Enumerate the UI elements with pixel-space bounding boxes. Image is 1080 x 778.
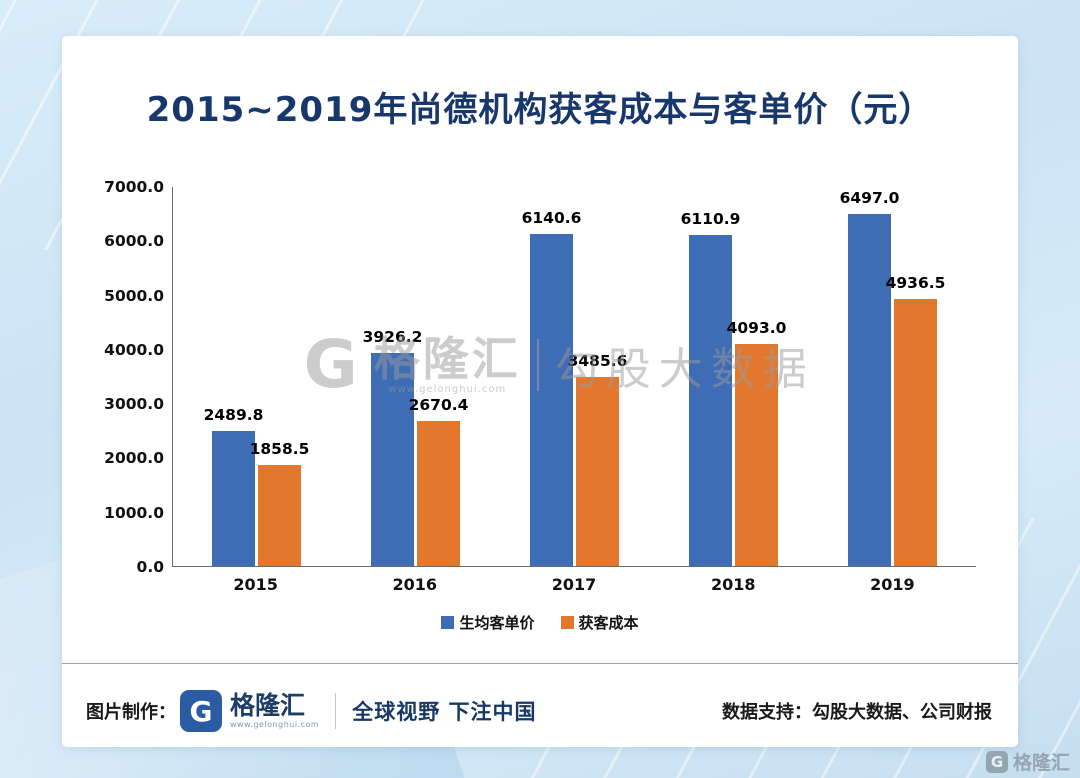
legend-swatch-icon bbox=[441, 616, 455, 629]
bar-value-label: 4093.0 bbox=[726, 319, 787, 338]
legend-item-获客成本: 获客成本 bbox=[560, 612, 639, 633]
bar-value-label: 6110.9 bbox=[680, 210, 741, 229]
bar-获客成本-2018: 4093.0 bbox=[727, 319, 786, 566]
legend-swatch-icon bbox=[560, 616, 574, 629]
x-tick-label-2017: 2017 bbox=[551, 575, 597, 594]
y-tick-label: 2000.0 bbox=[104, 449, 164, 468]
bar-获客成本-2015: 1858.5 bbox=[250, 440, 309, 566]
bar-生均客单价-2015: 2489.8 bbox=[204, 406, 263, 566]
data-support-text: 数据支持：勾股大数据、公司财报 bbox=[722, 702, 992, 723]
y-tick-label: 4000.0 bbox=[104, 340, 164, 359]
bar-group-2019: 6497.0 4936.5 bbox=[813, 187, 972, 566]
footer-vertical-divider bbox=[335, 693, 337, 729]
bar-value-label: 2670.4 bbox=[408, 396, 469, 415]
bar-value-label: 6497.0 bbox=[839, 189, 900, 208]
bar-value-label: 1858.5 bbox=[249, 440, 310, 459]
bar-group-2018: 6110.9 4093.0 bbox=[654, 187, 813, 566]
bar-value-label: 6140.6 bbox=[521, 208, 582, 227]
footer-brand-url: www.gelonghui.com bbox=[230, 719, 320, 729]
bar-生均客单价-2018: 6110.9 bbox=[681, 210, 740, 566]
bar-获客成本-2016: 2670.4 bbox=[409, 396, 468, 566]
bar-group-2017: 6140.6 3485.6 bbox=[495, 187, 654, 566]
page-corner-logo: G 格隆汇 bbox=[985, 748, 1070, 775]
footer-brand-name: 格隆汇 bbox=[230, 691, 306, 721]
y-tick-label: 5000.0 bbox=[104, 286, 164, 305]
y-tick-label: 6000.0 bbox=[104, 232, 164, 251]
bar-value-label: 3485.6 bbox=[567, 352, 628, 371]
chart-area: 0.0 1000.0 2000.0 3000.0 4000.0 5000.0 6000.0 7… bbox=[104, 178, 976, 594]
plot-area: G 格隆汇 www.gelonghui.com 勾股大数据 2489.8 1858… bbox=[172, 187, 976, 567]
y-tick-label: 1000.0 bbox=[104, 503, 164, 522]
legend-label: 获客成本 bbox=[578, 614, 639, 632]
y-axis: 0.0 1000.0 2000.0 3000.0 4000.0 5000.0 6000.0 7… bbox=[104, 178, 172, 576]
bar-value-label: 3926.2 bbox=[362, 328, 423, 347]
plot-groups: 2489.8 1858.5 3926.2 2670.4 6140.6 3485.6 6110… bbox=[173, 187, 976, 566]
bar-生均客单价-2017: 6140.6 bbox=[522, 209, 581, 566]
bar-value-label: 2489.8 bbox=[203, 406, 264, 425]
legend: 生均客单价 获客成本 bbox=[62, 612, 1018, 633]
x-tick-label-2015: 2015 bbox=[233, 575, 278, 594]
footer: 图片制作： G 格隆汇 www.gelonghui.com 全球视野 下注中国 … bbox=[62, 664, 1018, 752]
corner-logo-text: 格隆汇 bbox=[1012, 752, 1070, 774]
bar-生均客单价-2019: 6497.0 bbox=[840, 189, 899, 566]
gelonghui-logo-icon: G bbox=[180, 690, 222, 732]
bar-生均客单价-2016: 3926.2 bbox=[363, 328, 422, 566]
gelonghui-logo-icon: G bbox=[985, 750, 1008, 773]
legend-label: 生均客单价 bbox=[459, 614, 535, 632]
credit-label: 图片制作： bbox=[86, 702, 176, 723]
bar-获客成本-2017: 3485.6 bbox=[568, 352, 627, 566]
x-tick-label-2018: 2018 bbox=[710, 575, 756, 594]
gelonghui-footer-logo: G 格隆汇 www.gelonghui.com bbox=[180, 690, 319, 732]
bar-group-2015: 2489.8 1858.5 bbox=[177, 187, 336, 566]
chart-card: 2015~2019年尚德机构获客成本与客单价（元） 0.0 1000.0 2000.… bbox=[62, 36, 1018, 747]
x-tick-label-2019: 2019 bbox=[870, 575, 915, 594]
chart-title: 2015~2019年尚德机构获客成本与客单价（元） bbox=[146, 90, 934, 130]
y-tick-label: 0.0 bbox=[136, 558, 164, 576]
bar-value-label: 4936.5 bbox=[885, 273, 946, 292]
legend-item-生均客单价: 生均客单价 bbox=[441, 612, 535, 633]
x-tick-label-2016: 2016 bbox=[392, 575, 438, 594]
footer-divider-line bbox=[62, 663, 1018, 664]
x-axis-labels: 2015 2016 2017 2018 2019 bbox=[172, 567, 976, 594]
bar-获客成本-2019: 4936.5 bbox=[886, 274, 945, 566]
y-tick-label: 7000.0 bbox=[104, 178, 164, 196]
bar-group-2016: 3926.2 2670.4 bbox=[336, 187, 495, 566]
y-tick-label: 3000.0 bbox=[104, 395, 164, 414]
footer-slogan: 全球视野 下注中国 bbox=[352, 700, 537, 724]
